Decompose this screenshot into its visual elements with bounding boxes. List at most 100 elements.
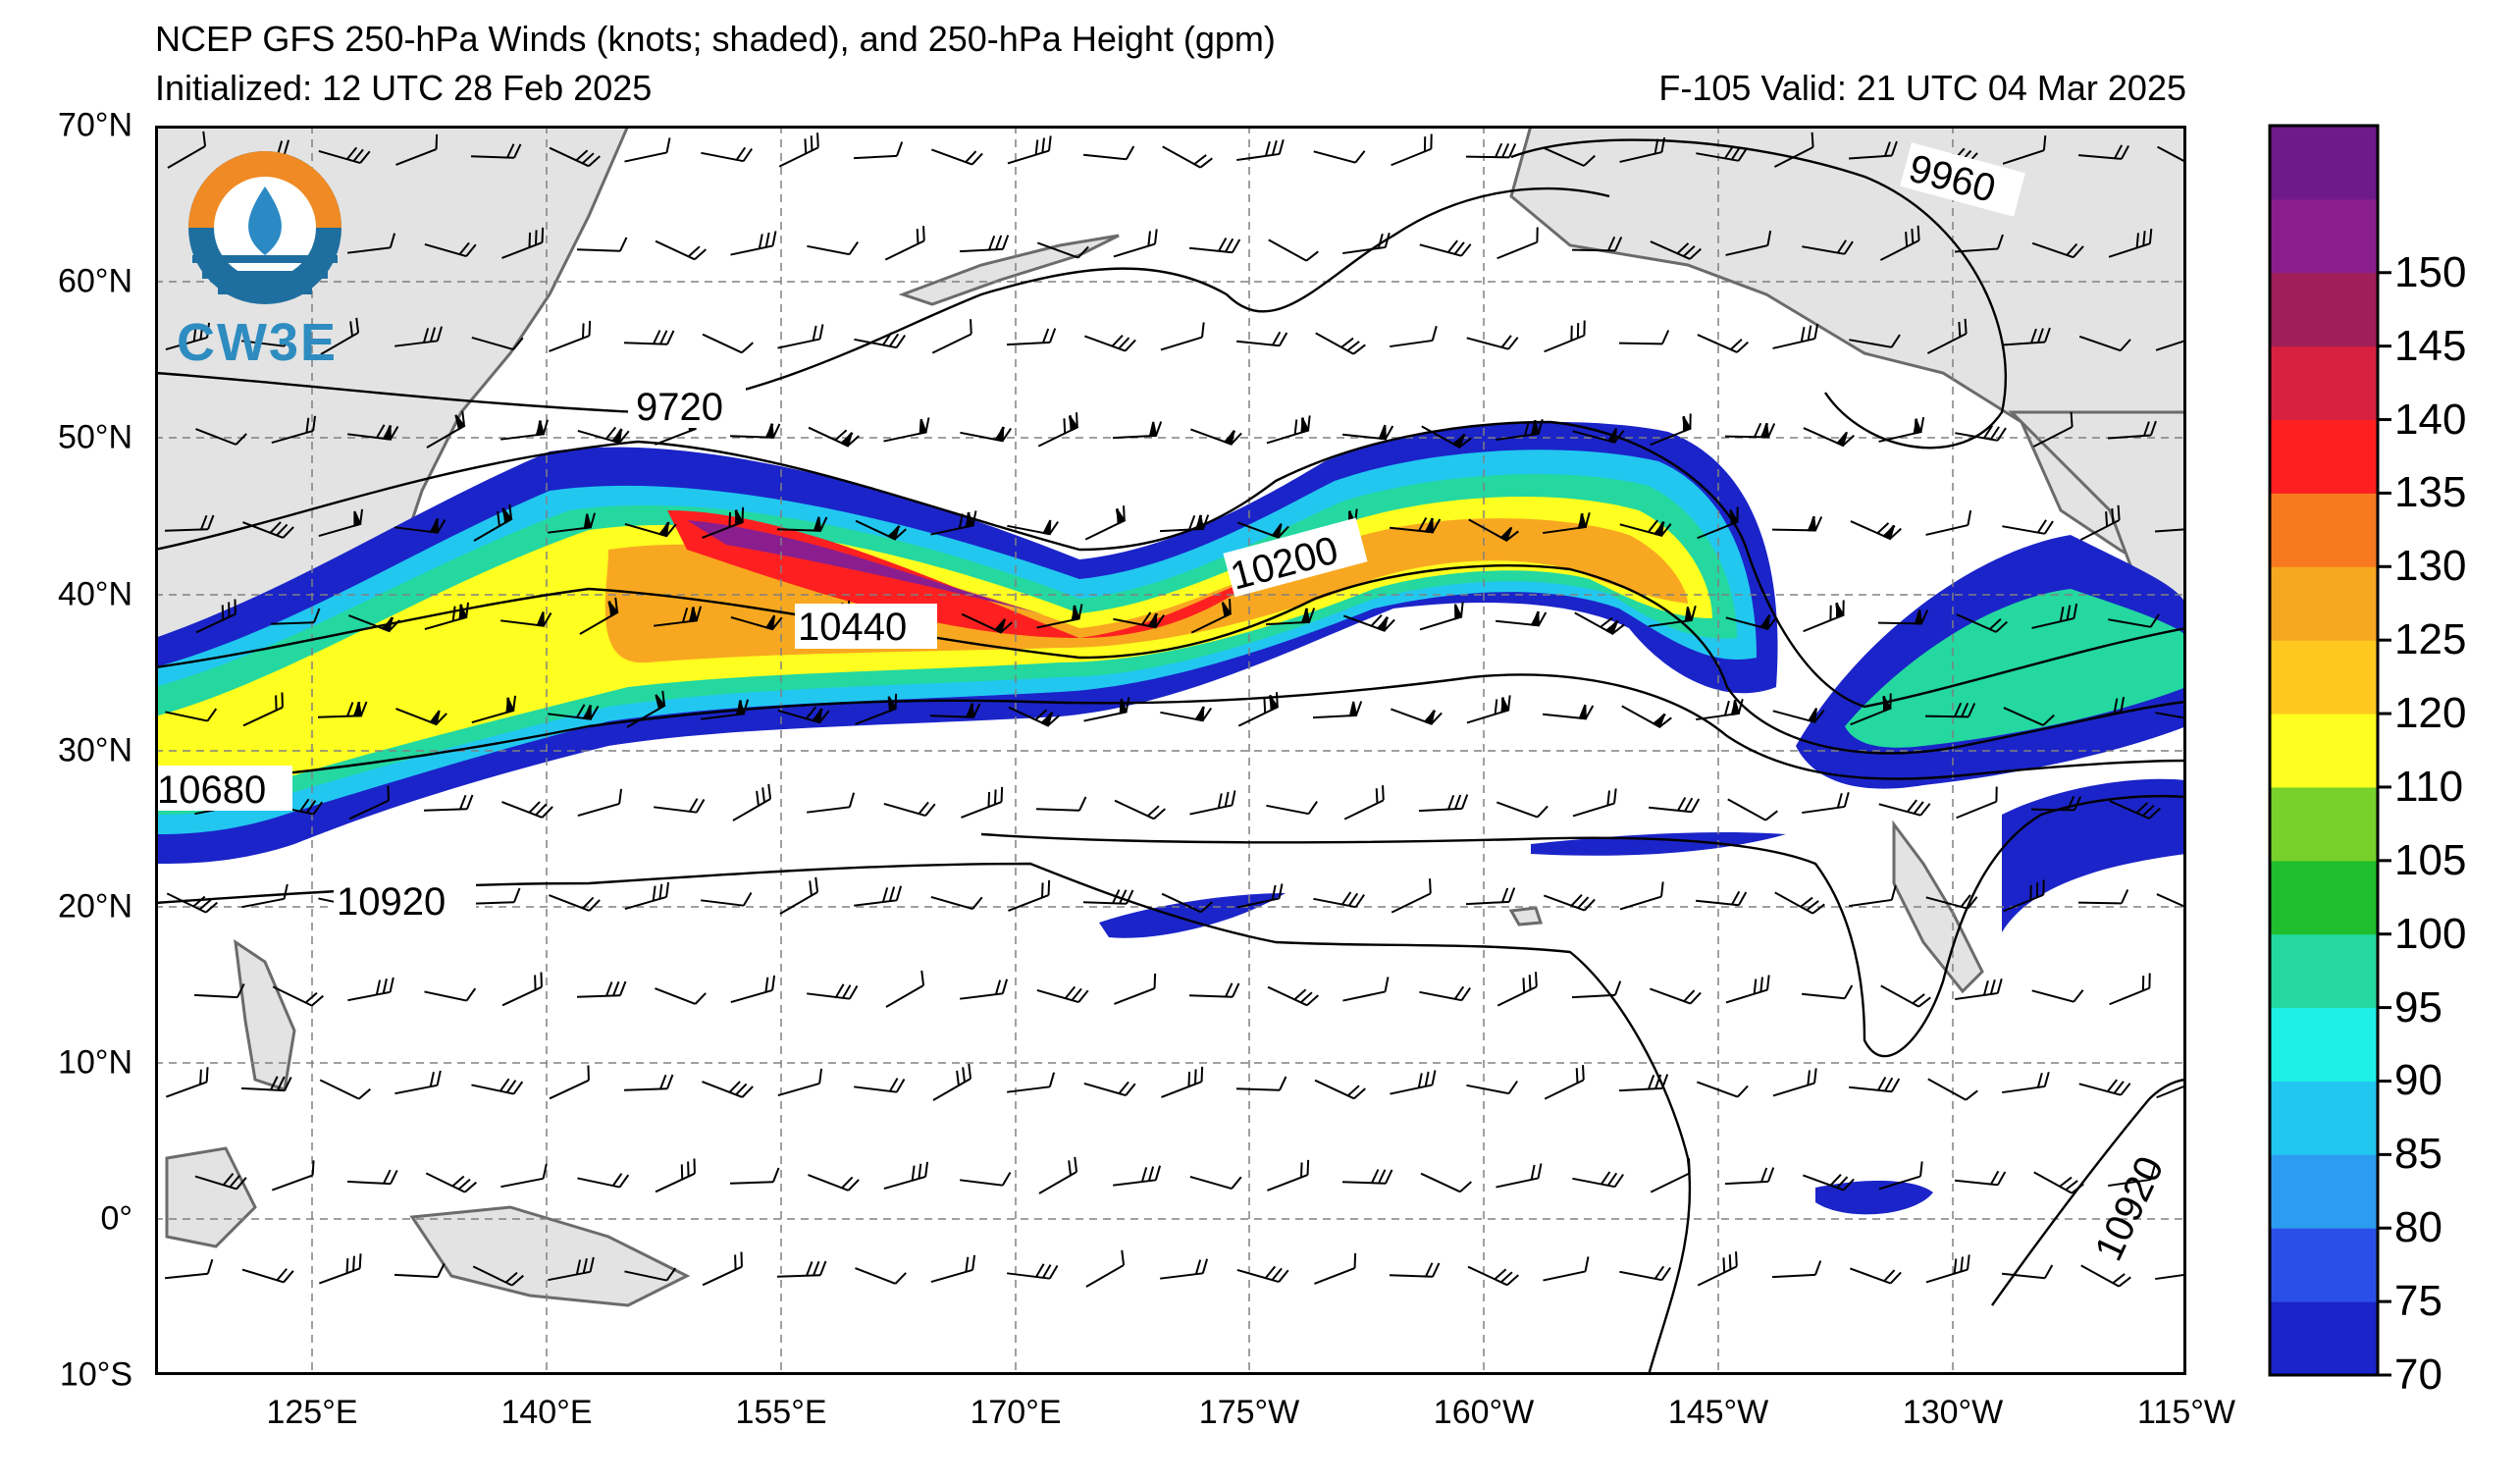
wind-barb	[1189, 238, 1241, 254]
wind-barb	[2032, 411, 2074, 448]
lon-label-170e: 170°E	[970, 1394, 1062, 1431]
lon-label-175w: 175°W	[1198, 1394, 1300, 1431]
wind-barb	[1925, 509, 1972, 536]
wind-barb	[1419, 602, 1464, 631]
wind-barb	[1160, 706, 1212, 722]
wind-barb	[1925, 894, 1978, 910]
wind-barb	[1161, 1066, 1204, 1098]
colorbar-segment	[2270, 640, 2378, 715]
wind-barb	[1619, 519, 1672, 537]
wind-barb	[1543, 511, 1591, 535]
wind-barb	[1725, 614, 1778, 630]
wind-barb	[548, 512, 597, 534]
wind-barb	[319, 1079, 371, 1100]
wind-barb	[961, 612, 1013, 634]
colorbar-tick-label: 140	[2394, 395, 2467, 444]
wind-barb	[2031, 241, 2084, 259]
wind-barb	[1850, 520, 1902, 541]
wind-barb	[1771, 1260, 1822, 1279]
new-guinea-landmass	[409, 1205, 691, 1307]
wind-barb	[1342, 232, 1391, 255]
wind-barb	[883, 417, 930, 443]
wind-barb	[777, 324, 824, 349]
wind-barb	[1803, 427, 1855, 448]
wind-barb	[623, 330, 675, 345]
lat-label-20n: 20°N	[58, 887, 132, 926]
lat-label-30n: 30°N	[58, 731, 132, 769]
wind-barb	[1772, 323, 1819, 349]
wind-barb	[1544, 1065, 1585, 1100]
wind-barb	[729, 423, 781, 439]
wind-barb	[1007, 519, 1059, 536]
wind-barb	[1925, 1254, 1970, 1284]
wind-barb	[1878, 416, 1925, 443]
wind-barb	[854, 885, 903, 907]
wind-barb	[702, 1251, 743, 1287]
wind-barb	[855, 693, 898, 725]
wind-barb	[1543, 1256, 1590, 1282]
lon-label-155e: 155°E	[735, 1394, 827, 1431]
wind-barb	[195, 599, 236, 634]
wind-barb	[501, 227, 545, 259]
wind-barb	[702, 506, 745, 539]
wind-barb	[1696, 890, 1748, 907]
contour-10920-north	[155, 862, 1692, 1375]
wind-barb	[1544, 147, 1596, 167]
wind-barb	[855, 1267, 907, 1285]
colorbar-segment	[2270, 419, 2378, 494]
colorbar-tick-label: 110	[2394, 762, 2464, 811]
wind-barb	[424, 241, 477, 258]
wind-barb	[1544, 320, 1586, 353]
lon-label-140e: 140°E	[500, 1394, 593, 1431]
wind-barb	[1007, 1263, 1059, 1280]
wind-barb	[1189, 790, 1236, 816]
wind-barb	[242, 692, 284, 727]
contour-label-9720: 9720	[636, 386, 723, 429]
lon-label-125e: 125°E	[266, 1394, 358, 1431]
wind-barb	[549, 146, 601, 168]
wind-barb	[549, 320, 592, 352]
subtropic-jet-70	[2002, 778, 2186, 932]
wind-barb	[730, 231, 777, 256]
wind-barb	[1649, 987, 1702, 1005]
wind-barb	[2002, 1071, 2050, 1094]
wind-barb	[808, 1174, 860, 1192]
wind-barb	[1696, 145, 1748, 162]
wind-barb	[1083, 334, 1136, 352]
contour-subtropic	[980, 794, 2186, 1058]
lon-label-130w: 130°W	[1902, 1394, 2004, 1431]
wind-barb	[167, 131, 207, 169]
wind-barb	[1160, 1258, 1209, 1280]
wind-barb	[577, 426, 630, 445]
wind-barb	[577, 1173, 630, 1189]
wind-barb	[1849, 884, 1897, 908]
wind-barb	[2001, 327, 2051, 346]
contour-10440	[155, 564, 2186, 755]
wind-barb	[959, 235, 1010, 253]
wind-barb	[701, 892, 753, 907]
wind-barb	[242, 521, 294, 539]
wind-barb	[1803, 600, 1845, 633]
wind-barb	[960, 979, 1009, 1000]
wind-barb	[624, 137, 671, 163]
wind-barb	[1037, 412, 1079, 448]
wind-barb	[1236, 331, 1288, 347]
wind-barb	[1927, 1078, 1978, 1101]
wind-barb	[348, 614, 400, 633]
wind-barb	[1342, 977, 1390, 1002]
wind-barb	[855, 519, 907, 541]
colorbar-tick-label: 75	[2394, 1277, 2442, 1326]
wind-barb	[1496, 227, 1539, 260]
wind-barb	[1466, 695, 1511, 724]
wind-barb	[1389, 1262, 1441, 1278]
wind-barb	[394, 1263, 446, 1279]
wind-barb	[424, 987, 477, 1002]
wind-barb	[1313, 891, 1365, 909]
wind-barb	[1162, 145, 1213, 169]
wind-barb	[1955, 978, 2003, 1001]
wind-barb	[1496, 610, 1548, 627]
wind-barb	[1036, 241, 1089, 259]
wind-barb	[165, 1258, 214, 1280]
wind-barb	[271, 1160, 315, 1192]
wind-barb	[1114, 973, 1157, 1005]
